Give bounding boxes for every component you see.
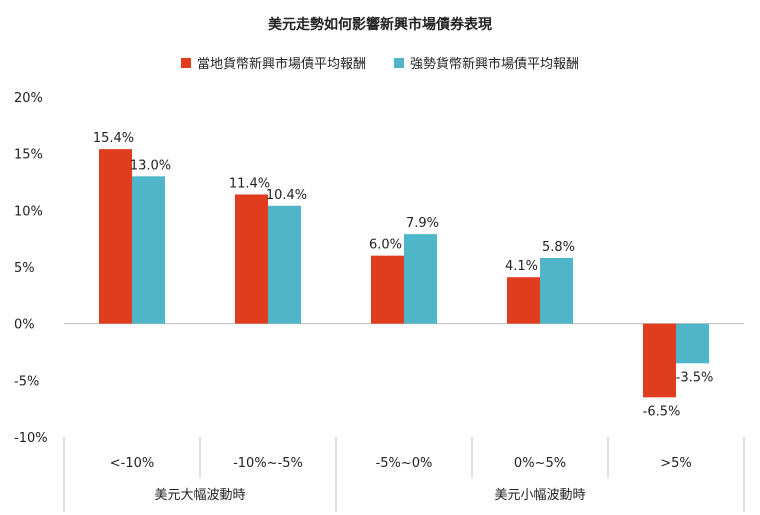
bar-series-1: [643, 323, 676, 398]
y-tick-label: 10%: [14, 204, 43, 219]
chart-title: 美元走勢如何影響新興市場債券表現: [268, 17, 492, 33]
data-label-series-2: 13.0%: [130, 158, 171, 173]
bar-series-1: [235, 194, 268, 324]
y-tick-label: 0%: [14, 318, 35, 333]
legend-item-series-2: 強勢貨幣新興市場債平均報酬: [394, 53, 579, 72]
y-tick-label: 5%: [14, 261, 35, 276]
data-label-series-2: 10.4%: [266, 188, 307, 203]
y-tick-label: -5%: [14, 374, 39, 389]
data-label-series-1: 4.1%: [505, 259, 538, 274]
group-label: 美元大幅波動時: [154, 488, 245, 503]
data-label-series-1: -6.5%: [643, 404, 681, 419]
bar-series-2: [268, 205, 301, 324]
bar-series-2: [540, 257, 573, 324]
x-tick-label: >5%: [660, 456, 692, 471]
x-tick-label: -10%~-5%: [233, 456, 303, 471]
x-tick-label: 0%~5%: [514, 456, 566, 471]
data-label-series-1: 15.4%: [93, 131, 134, 146]
legend: 當地貨幣新興市場債平均報酬 強勢貨幣新興市場債平均報酬: [0, 53, 760, 72]
bar-series-2: [132, 176, 165, 324]
data-label-series-1: 6.0%: [369, 238, 402, 253]
data-label-series-2: -3.5%: [676, 370, 714, 385]
y-tick-label: 15%: [14, 148, 43, 163]
bar-series-2: [404, 234, 437, 324]
legend-item-series-1: 當地貨幣新興市場債平均報酬: [180, 53, 366, 72]
legend-label-series-2: 強勢貨幣新興市場債平均報酬: [410, 57, 580, 72]
x-tick-label: <-10%: [110, 456, 154, 471]
bar-series-1: [99, 149, 132, 324]
data-label-series-2: 5.8%: [542, 240, 575, 255]
bar-series-1: [371, 255, 404, 324]
bar-series-2: [676, 323, 709, 364]
group-label: 美元小幅波動時: [494, 488, 585, 503]
y-tick-label: 20%: [14, 91, 43, 106]
legend-swatch-series-2: [394, 57, 404, 68]
bar-series-1: [507, 277, 540, 324]
x-tick-label: -5%~0%: [376, 456, 433, 471]
data-label-series-1: 11.4%: [229, 176, 270, 191]
legend-swatch-series-1: [180, 57, 191, 68]
legend-label-series-1: 當地貨幣新興市場債平均報酬: [196, 57, 366, 72]
y-tick-label: -10%: [14, 431, 48, 446]
data-label-series-2: 7.9%: [406, 216, 439, 231]
